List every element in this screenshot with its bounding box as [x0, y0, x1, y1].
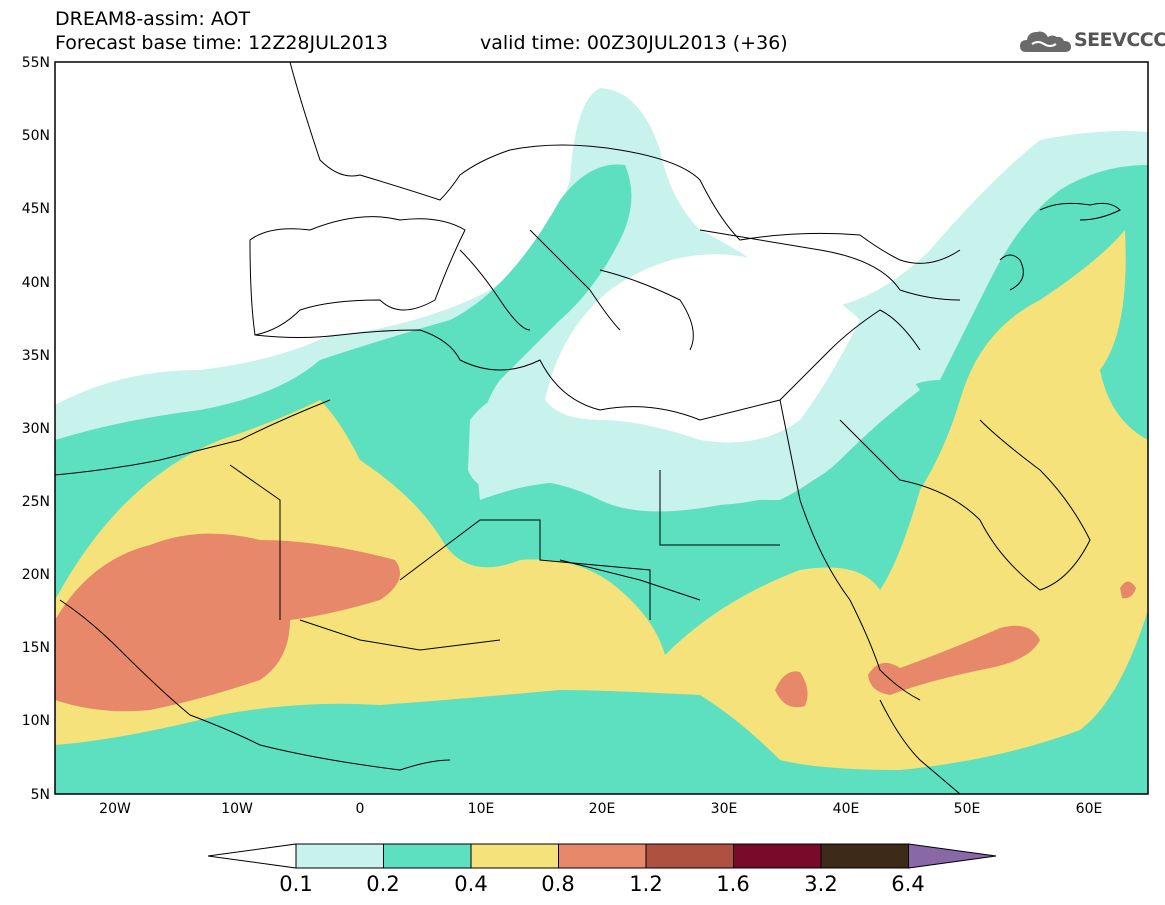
aot-region-0.8-sahel	[55, 533, 400, 712]
lat-label-5n: 5N	[31, 787, 50, 803]
aot-region-0.1-interior	[468, 360, 920, 512]
colorbar-label: 0.1	[279, 872, 313, 896]
colorbar-bin-2	[383, 843, 472, 869]
map-frame	[54, 61, 1149, 795]
lat-label-40n: 40N	[22, 275, 50, 291]
lat-label-45n: 45N	[22, 201, 50, 217]
lat-label-30n: 30N	[22, 421, 50, 437]
colorbar-bin-5	[645, 843, 734, 869]
colorbar-bin-4	[558, 843, 647, 869]
longitude-axis: 20W 10W 0 10E 20E 30E 40E 50E 60E	[99, 801, 1102, 817]
lat-label-15n: 15N	[22, 640, 50, 656]
lon-label-20w: 20W	[99, 801, 131, 817]
aot-region-0.8-oman	[1120, 581, 1136, 599]
aot-region-low-med	[545, 254, 860, 443]
colorbar-label: 1.2	[629, 872, 663, 896]
aot-region-0.8-yemen	[868, 625, 1040, 695]
lon-label-0: 0	[356, 801, 365, 817]
lon-label-20e: 20E	[589, 801, 616, 817]
colorbar-under-arrow	[207, 843, 297, 869]
cloud-icon	[1020, 31, 1071, 52]
logo-text: SEEVCCC	[1074, 29, 1165, 51]
colorbar-label: 0.4	[454, 872, 488, 896]
colorbar-bin-1	[295, 843, 384, 869]
colorbar-label: 6.4	[891, 872, 925, 896]
colorbar-label: 0.2	[366, 872, 400, 896]
colorbar	[207, 843, 997, 869]
colorbar-bin-7	[820, 843, 909, 869]
lat-label-55n: 55N	[22, 55, 50, 71]
lat-label-35n: 35N	[22, 348, 50, 364]
colorbar-label: 0.8	[541, 872, 575, 896]
latitude-axis: 55N 50N 45N 40N 35N 30N 25N 20N 15N 10N …	[22, 55, 50, 803]
lon-label-10w: 10W	[221, 801, 253, 817]
lat-label-10n: 10N	[22, 713, 50, 729]
aot-region-0.4	[55, 230, 1148, 770]
aot-region-0.8-ethiopia	[775, 671, 808, 708]
colorbar-label: 1.6	[716, 872, 750, 896]
map-title: DREAM8-assim: AOT	[55, 8, 251, 30]
lon-label-10e: 10E	[468, 801, 495, 817]
lat-label-50n: 50N	[22, 128, 50, 144]
aot-contours	[55, 88, 1148, 794]
colorbar-label: 3.2	[804, 872, 838, 896]
colorbar-bin-3	[470, 843, 559, 869]
colorbar-bin-6	[733, 843, 822, 869]
lon-label-30e: 30E	[711, 801, 738, 817]
lat-label-20n: 20N	[22, 567, 50, 583]
seevccc-logo: SEEVCCC	[1018, 26, 1165, 56]
coastlines	[55, 62, 1121, 794]
lon-label-40e: 40E	[833, 801, 860, 817]
lon-label-50e: 50E	[954, 801, 981, 817]
valid-time: valid time: 00Z30JUL2013 (+36)	[480, 32, 788, 54]
lon-label-60e: 60E	[1076, 801, 1103, 817]
forecast-base-time: Forecast base time: 12Z28JUL2013	[55, 32, 388, 54]
colorbar-over-arrow	[908, 843, 997, 869]
lat-label-25n: 25N	[22, 494, 50, 510]
